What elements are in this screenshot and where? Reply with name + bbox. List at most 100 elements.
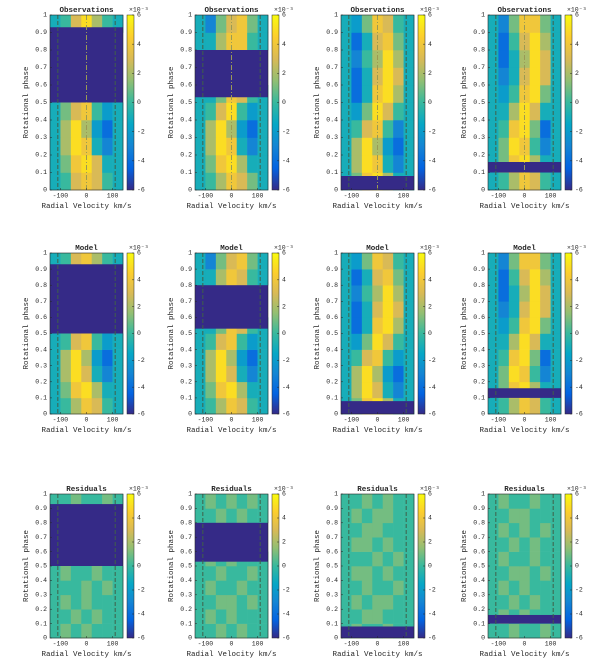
x-tick-label: 0 (85, 417, 89, 424)
heat-cell (382, 580, 394, 596)
heat-cell (215, 609, 227, 624)
heat-cell (382, 253, 394, 270)
y-axis-label: Rotational phase (461, 66, 469, 138)
y-tick-label: 0.1 (326, 169, 338, 176)
colorbar-tick-label: 0 (575, 330, 579, 337)
heat-cell (372, 102, 384, 121)
heat-cell (60, 120, 72, 138)
heat-cell (70, 333, 82, 350)
y-tick-label: 0.9 (473, 505, 485, 512)
colorbar-tick-label: -4 (575, 158, 583, 165)
heat-cell (247, 494, 258, 509)
heat-cell (519, 32, 531, 51)
panel: -100 0 100 0 0.1 0.2 0.3 0.4 0.5 0.6 0.7 0.8 0.9 1 Mod… (314, 245, 440, 435)
heat-cell (351, 522, 363, 538)
y-tick-label: 0.1 (473, 169, 485, 176)
colorbar-tick-label: 6 (282, 12, 286, 19)
heat-cell (361, 566, 373, 581)
y-tick-label: 0.4 (326, 577, 338, 584)
heat-cell (508, 522, 520, 538)
heat-cell (70, 397, 82, 415)
colorbar-tick-label: 0 (575, 99, 579, 106)
heat-cell (403, 67, 415, 86)
heat-cell (540, 67, 551, 86)
heat-cell (102, 594, 113, 610)
masked-phase (488, 614, 561, 624)
heat-cell (91, 333, 103, 350)
heat-cell (91, 594, 103, 610)
chart-title: Observations (204, 7, 259, 15)
heat-cell (236, 594, 248, 610)
heat-cell (205, 120, 217, 138)
heat-cell (341, 349, 352, 366)
x-axis-label: Radial Velocity km/s (41, 427, 131, 435)
y-tick-label: 0.9 (35, 29, 47, 36)
heat-cell (112, 381, 124, 399)
heat-cell (81, 365, 93, 383)
heat-cell (529, 333, 541, 350)
y-tick-label: 0 (481, 635, 485, 642)
y-tick-label: 0.7 (326, 298, 338, 305)
x-tick-label: -100 (198, 641, 214, 648)
heat-cell (498, 269, 510, 286)
y-tick-label: 0.6 (35, 548, 47, 555)
colorbar-tick-label: 0 (282, 99, 286, 106)
heat-cell (550, 15, 562, 33)
colorbar-scale: ×10⁻³ (129, 7, 149, 14)
heat-cell (195, 137, 206, 156)
heat-cell (341, 537, 352, 552)
heat-cell (540, 349, 551, 366)
x-tick-label: 100 (398, 417, 410, 424)
heat-cell (236, 120, 248, 138)
heat-cell (382, 381, 394, 399)
heat-cell (247, 137, 258, 156)
colorbar-scale: ×10⁻³ (129, 486, 149, 493)
heat-cell (50, 365, 61, 383)
heat-cell (257, 397, 269, 415)
heat-cell (195, 172, 206, 191)
y-tick-label: 0.5 (180, 330, 192, 337)
heat-cell (226, 365, 238, 383)
heat-cell (195, 594, 206, 610)
y-tick-label: 0.2 (180, 152, 192, 159)
heat-cell (529, 85, 541, 103)
heat-cell (550, 522, 562, 538)
heat-cell (508, 537, 520, 552)
heat-cell (403, 522, 415, 538)
colorbar-tick-label: -6 (428, 635, 436, 642)
heat-cell (361, 381, 373, 399)
heat-cell (540, 269, 551, 286)
heat-cell (508, 365, 520, 383)
colorbar-scale: ×10⁻³ (420, 7, 440, 14)
y-tick-label: 0.7 (35, 64, 47, 71)
heat-cell (257, 333, 269, 350)
heat-cell (488, 32, 499, 51)
panel: -100 0 100 0 0.1 0.2 0.3 0.4 0.5 0.6 0.7 0.8 0.9 1 Res… (23, 486, 149, 659)
heat-cell (519, 566, 531, 581)
heat-cell (226, 333, 238, 350)
heat-cell (488, 508, 499, 524)
y-tick-label: 0.2 (473, 606, 485, 613)
colorbar-scale: ×10⁻³ (567, 7, 587, 14)
heat-cell (226, 623, 238, 639)
heat-cell (205, 253, 217, 270)
colorbar-tick-label: 2 (575, 70, 579, 77)
panel: -100 0 100 0 0.1 0.2 0.3 0.4 0.5 0.6 0.7 0.8 0.9 1 Res… (314, 486, 440, 659)
x-tick-label: -100 (344, 193, 360, 200)
heat-cell (372, 508, 384, 524)
heat-cell (498, 551, 510, 567)
x-axis-label: Radial Velocity km/s (186, 651, 276, 659)
heat-cell (519, 508, 531, 524)
heat-cell (403, 301, 415, 318)
heat-cell (508, 580, 520, 596)
colorbar-tick-label: -4 (575, 384, 583, 391)
heat-cell (81, 253, 93, 270)
heat-cell (351, 32, 363, 51)
colorbar-tick-label: 0 (137, 330, 141, 337)
heat-cell (403, 155, 415, 173)
heat-cell (102, 349, 113, 366)
heat-cell (403, 537, 415, 552)
heat-cell (91, 397, 103, 415)
heat-cell (498, 85, 510, 103)
colorbar-tick-label: -2 (428, 357, 436, 364)
